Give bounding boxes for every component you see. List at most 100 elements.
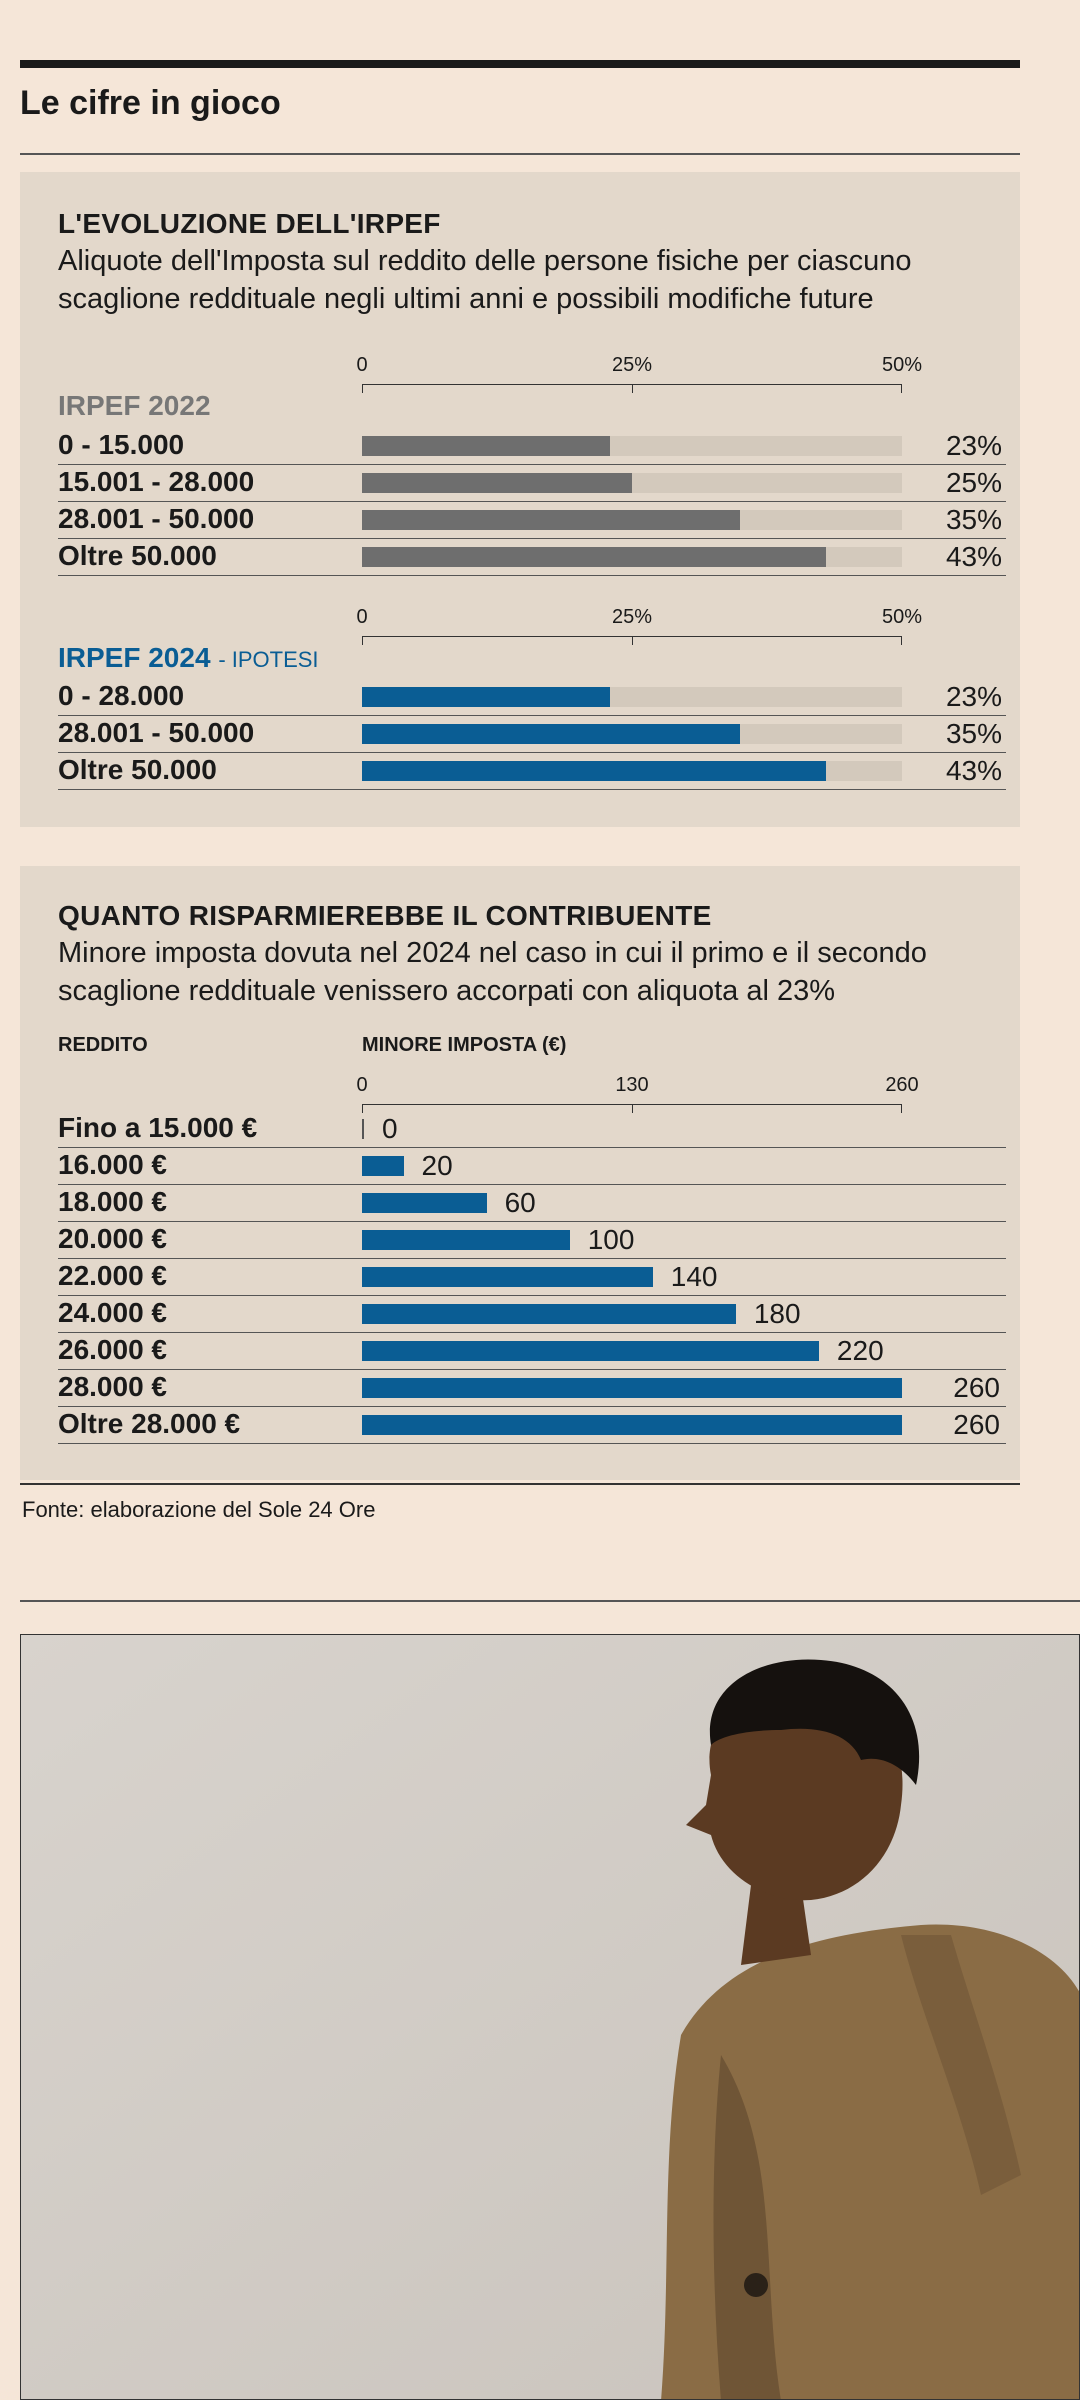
savings-row: 16.000 € 20 [58, 1147, 1006, 1185]
bar-track [362, 761, 902, 781]
savings-bar [362, 1156, 404, 1176]
axis-tick [632, 384, 633, 393]
savings-value-label: 0 [382, 1113, 398, 1144]
chart1-axis-top: 0 25% 50% [356, 354, 922, 394]
savings-value-label: 100 [587, 1224, 635, 1255]
bar-track [362, 724, 902, 744]
rate-bar [362, 761, 827, 781]
income-label: 28.000 € [58, 1371, 167, 1402]
rate-value-label: 35% [945, 504, 1002, 535]
rate-row: 0 - 15.000 23% [58, 427, 1006, 465]
photo-illustration [21, 1635, 1079, 2399]
axis-tick [632, 1104, 633, 1113]
fashion-photo [20, 1634, 1080, 2400]
axis-tick [362, 636, 363, 645]
savings-bar [362, 1415, 902, 1435]
income-label: 16.000 € [58, 1149, 167, 1180]
savings-row: 24.000 € 180 [58, 1295, 1006, 1333]
axis-tick-label: 130 [615, 1074, 649, 1096]
bracket-label: 0 - 28.000 [58, 680, 185, 711]
savings-bar [362, 1119, 364, 1139]
col-header-reddito: REDDITO [58, 1034, 148, 1056]
axis-tick [901, 636, 902, 645]
rate-row: Oltre 50.000 43% [58, 538, 1006, 576]
source-note: Fonte: elaborazione del Sole 24 Ore [22, 1497, 376, 1522]
bracket-label: 15.001 - 28.000 [58, 466, 255, 497]
rate-value-label: 43% [945, 755, 1002, 786]
rate-row: 15.001 - 28.000 25% [58, 464, 1006, 502]
savings-row: Fino a 15.000 € 0 [58, 1110, 1006, 1148]
axis-tick [901, 384, 902, 393]
savings-value-label: 180 [753, 1298, 801, 1329]
axis-tick-label: 260 [885, 1074, 919, 1096]
savings-row: 20.000 € 100 [58, 1221, 1006, 1259]
rate-row: 0 - 28.000 23% [58, 678, 1006, 716]
rate-value-label: 35% [945, 718, 1002, 749]
savings-value-label: 140 [670, 1261, 718, 1292]
chart1-title: L'EVOLUZIONE DELL'IRPEF [58, 208, 441, 239]
axis-tick [362, 384, 363, 393]
col-header-imposta: MINORE IMPOSTA (€) [362, 1034, 567, 1056]
bar-track [362, 473, 902, 493]
rate-value-label: 25% [945, 467, 1002, 498]
savings-value-label: 260 [953, 1372, 1000, 1403]
axis-tick-label: 50% [881, 354, 923, 376]
top-rule [20, 60, 1020, 68]
savings-row: Oltre 28.000 € 260 [58, 1406, 1006, 1444]
savings-row: 18.000 € 60 [58, 1184, 1006, 1222]
section-title: Le cifre in gioco [20, 84, 281, 122]
chart2-title: QUANTO RISPARMIEREBBE IL CONTRIBUENTE [58, 900, 712, 931]
savings-bar [362, 1267, 653, 1287]
separator-rule [20, 1600, 1080, 1602]
savings-bar [362, 1304, 736, 1324]
axis-tick-label: 50% [881, 606, 923, 628]
bracket-label: 28.001 - 50.000 [58, 503, 255, 534]
bracket-label: 28.001 - 50.000 [58, 717, 255, 748]
savings-value-label: 260 [953, 1409, 1000, 1440]
income-label: 22.000 € [58, 1260, 167, 1291]
group-label-2024-suffix: - IPOTESI [218, 647, 319, 672]
savings-row: 22.000 € 140 [58, 1258, 1006, 1296]
irpef-evolution-panel: L'EVOLUZIONE DELL'IRPEF Aliquote dell'Im… [20, 172, 1020, 827]
group-label-2024: IRPEF 2024 - IPOTESI [58, 642, 319, 674]
axis-tick-label: 25% [611, 606, 653, 628]
bar-track [362, 687, 902, 707]
rate-bar [362, 436, 611, 456]
savings-bar [362, 1230, 570, 1250]
axis-tick [632, 636, 633, 645]
savings-bar [362, 1341, 819, 1361]
bracket-label: 0 - 15.000 [58, 429, 185, 460]
income-label: Oltre 28.000 € [58, 1408, 241, 1439]
savings-bar [362, 1378, 902, 1398]
bar-track [362, 547, 902, 567]
income-label: 24.000 € [58, 1297, 167, 1328]
income-label: 20.000 € [58, 1223, 167, 1254]
rate-value-label: 23% [945, 430, 1002, 461]
savings-bar [362, 1193, 487, 1213]
rate-bar [362, 547, 827, 567]
axis-tick-label: 0 [356, 354, 368, 376]
rate-row: Oltre 50.000 43% [58, 752, 1006, 790]
rate-row: 28.001 - 50.000 35% [58, 501, 1006, 539]
income-label: Fino a 15.000 € [58, 1112, 258, 1143]
chart1-axis-bottom: 0 25% 50% [356, 606, 922, 646]
savings-value-label: 20 [421, 1150, 453, 1181]
chart1-subtitle: Aliquote dell'Imposta sul reddito delle … [58, 245, 912, 315]
rate-value-label: 43% [945, 541, 1002, 572]
savings-row: 28.000 € 260 [58, 1369, 1006, 1407]
rate-bar [362, 510, 740, 530]
group-label-2022: IRPEF 2022 [58, 390, 211, 421]
axis-tick-label: 0 [356, 1074, 368, 1096]
rate-bar [362, 687, 611, 707]
title-rule [20, 153, 1020, 155]
axis-tick-label: 25% [611, 354, 653, 376]
rate-bar [362, 724, 740, 744]
chart2-subtitle: Minore imposta dovuta nel 2024 nel caso … [58, 937, 927, 1007]
income-label: 26.000 € [58, 1334, 167, 1365]
rate-value-label: 23% [945, 681, 1002, 712]
axis-tick [362, 1104, 363, 1113]
bottom-rule [20, 1483, 1020, 1485]
group-label-2024-main: IRPEF 2024 [58, 642, 211, 673]
bar-track [362, 436, 902, 456]
income-label: 18.000 € [58, 1186, 167, 1217]
